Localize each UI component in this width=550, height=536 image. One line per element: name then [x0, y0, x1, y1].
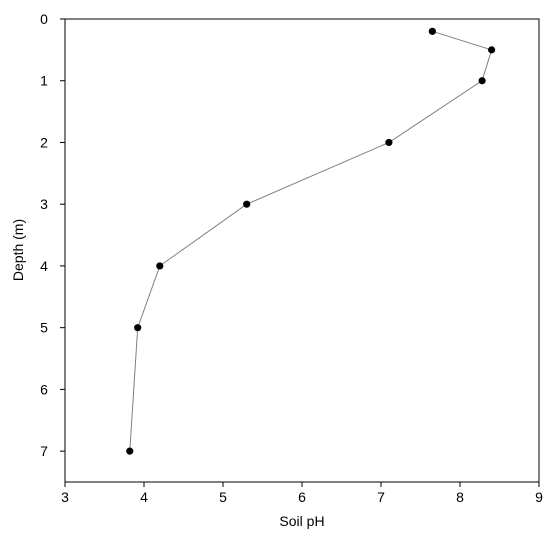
data-point	[428, 27, 436, 35]
data-point	[385, 138, 393, 147]
y-axis: 0 1 2 3 4 5 6 7	[40, 11, 65, 459]
plot-frame	[64, 18, 540, 483]
x-tick-label: 6	[298, 489, 306, 505]
y-tick-label: 7	[40, 443, 48, 459]
x-tick-label: 7	[377, 489, 385, 505]
x-axis-title: Soil pH	[279, 513, 324, 529]
data-series	[126, 27, 496, 455]
x-axis: 3 4 5 6 7 8 9	[61, 482, 543, 505]
data-point	[126, 447, 134, 455]
x-tick-label: 4	[140, 489, 148, 505]
x-tick-label: 5	[219, 489, 227, 505]
y-tick-label: 5	[40, 320, 48, 336]
x-tick-label: 3	[61, 489, 69, 505]
x-tick-label: 8	[456, 489, 464, 505]
data-point	[478, 77, 486, 85]
y-tick-label: 6	[40, 381, 48, 397]
y-tick-label: 0	[40, 11, 48, 27]
series-line	[129, 30, 493, 452]
y-tick-label: 3	[40, 196, 48, 212]
data-point	[488, 46, 496, 54]
y-axis-title: Depth (m)	[10, 219, 26, 281]
y-tick-label: 4	[40, 258, 48, 274]
x-tick-label: 9	[535, 489, 543, 505]
data-point	[156, 262, 164, 270]
data-point	[134, 324, 142, 332]
y-tick-label: 2	[40, 134, 48, 150]
data-point	[243, 200, 251, 208]
y-tick-label: 1	[40, 73, 48, 89]
